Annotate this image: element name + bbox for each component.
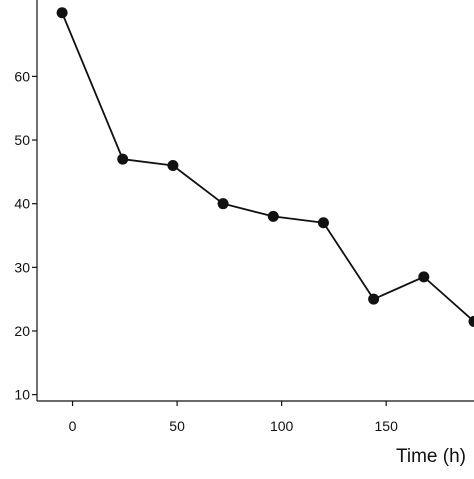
data-point <box>117 154 128 165</box>
y-tick-label: 40 <box>14 196 30 212</box>
x-tick-label: 100 <box>270 418 294 434</box>
data-point <box>418 271 429 282</box>
y-tick-label: 60 <box>14 68 30 84</box>
data-point <box>318 217 329 228</box>
y-tick-label: 20 <box>14 323 30 339</box>
x-tick-label: 50 <box>169 418 185 434</box>
series-layer <box>57 7 474 327</box>
series-line <box>62 13 474 322</box>
y-tick-label: 30 <box>14 259 30 275</box>
data-point <box>57 7 68 18</box>
x-axis-title: Time (h) <box>396 446 466 467</box>
data-point <box>268 211 279 222</box>
data-point <box>218 198 229 209</box>
x-tick-label: 0 <box>69 418 77 434</box>
data-point <box>368 294 379 305</box>
y-tick-label: 10 <box>14 387 30 403</box>
data-point <box>167 160 178 171</box>
y-tick-label: 50 <box>14 132 30 148</box>
x-tick-label: 150 <box>375 418 399 434</box>
